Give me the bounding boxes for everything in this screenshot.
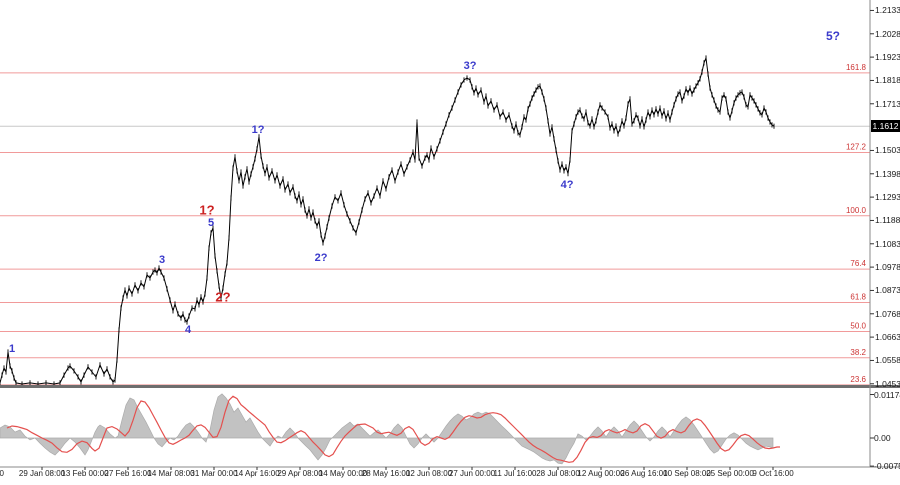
fib-label-127.2: 127.2 — [846, 142, 867, 151]
price-tick-label: 1.0873 — [875, 285, 900, 296]
wave-label-5: 5 — [207, 216, 215, 229]
date-tick-label: 27 Feb 16:00 — [104, 469, 152, 478]
current-price-value: 1.1612 — [872, 121, 899, 132]
wave-label-2q: 2? — [215, 289, 231, 305]
date-tick-label: 13 Feb 00:00 — [61, 469, 109, 478]
date-tick-label: 28 Jul 08:00 — [536, 469, 580, 478]
osc-tick-label: 0.00 — [874, 433, 891, 443]
fib-label-38.2: 38.2 — [850, 348, 866, 357]
fib-label-76.4: 76.4 — [850, 259, 866, 268]
price-series-bars — [0, 55, 775, 387]
fib-label-161.8: 161.8 — [846, 63, 867, 72]
pane-separator — [0, 385, 900, 388]
price-tick-label: 1.1293 — [875, 192, 900, 203]
price-tick-label: 1.0978 — [875, 262, 900, 273]
date-tick-label: 14 Mar 08:00 — [147, 469, 195, 478]
date-tick-label: 28 May 16:00 — [361, 469, 411, 478]
price-tick-label: 1.0663 — [875, 332, 900, 343]
date-tick-label: 14 Apr 16:00 — [234, 469, 280, 478]
osc-tick-label: -0.00759 — [874, 461, 900, 472]
price-tick-label: 1.2028 — [875, 28, 900, 39]
price-tick-label: 1.1083 — [875, 238, 900, 249]
price-series-path — [0, 56, 775, 385]
oscillator-signal-line — [6, 395, 780, 463]
fib-label-50.0: 50.0 — [850, 322, 866, 331]
price-tick-label: 1.1188 — [875, 215, 900, 226]
date-tick-label: 12 Aug 00:00 — [577, 469, 625, 478]
wave-label-1q: 1? — [251, 124, 265, 136]
price-tick-label: 1.0453 — [875, 378, 900, 389]
date-tick-label: 31 Mar 00:00 — [190, 469, 238, 478]
date-tick-label: 29 Jan 08:00 — [18, 469, 66, 478]
price-tick-label: 1.0558 — [875, 355, 900, 366]
date-tick-label: 29 Apr 08:00 — [277, 469, 323, 478]
wave-label-3: 3 — [158, 254, 166, 266]
price-tick-label: 1.2133 — [875, 5, 900, 16]
date-tick-label: 9 Oct 16:00 — [752, 469, 794, 478]
date-tick-label: 26 Aug 16:00 — [620, 469, 668, 478]
date-tick-label: 10 Sep 08:00 — [663, 469, 711, 478]
date-tick-label: 25 Sep 00:00 — [706, 469, 754, 478]
wave-label-5q: 5? — [825, 29, 841, 43]
wave-label-4: 4 — [184, 324, 192, 336]
price-tick-label: 1.1818 — [875, 75, 900, 86]
wave-label-4q: 4? — [560, 178, 574, 191]
fib-label-23.6: 23.6 — [850, 375, 866, 384]
oscillator-area — [0, 393, 774, 465]
wave-label-3q: 3? — [463, 60, 477, 72]
date-tick-label: 16:00 — [0, 469, 5, 478]
price-tick-label: 1.1503 — [875, 145, 900, 156]
current-price-box: 1.1612 — [871, 120, 900, 133]
wave-label-1q: 1? — [199, 202, 215, 218]
price-tick-label: 1.1398 — [875, 168, 900, 179]
fib-label-61.8: 61.8 — [850, 292, 866, 301]
wave-label-1: 1 — [8, 342, 16, 355]
wave-label-2q: 2? — [314, 252, 328, 264]
price-tick-label: 1.1713 — [875, 98, 900, 109]
price-tick-label: 1.0768 — [875, 308, 900, 319]
osc-tick-label: 0.01174 — [874, 389, 900, 400]
fib-label-100.0: 100.0 — [846, 206, 867, 215]
date-tick-label: 12 Jun 08:00 — [405, 469, 453, 478]
date-tick-label: 27 Jun 00:00 — [448, 469, 496, 478]
price-tick-label: 1.1923 — [875, 52, 900, 63]
date-tick-label: 14 May 00:00 — [318, 469, 368, 478]
date-tick-label: 11 Jul 16:00 — [493, 469, 537, 478]
